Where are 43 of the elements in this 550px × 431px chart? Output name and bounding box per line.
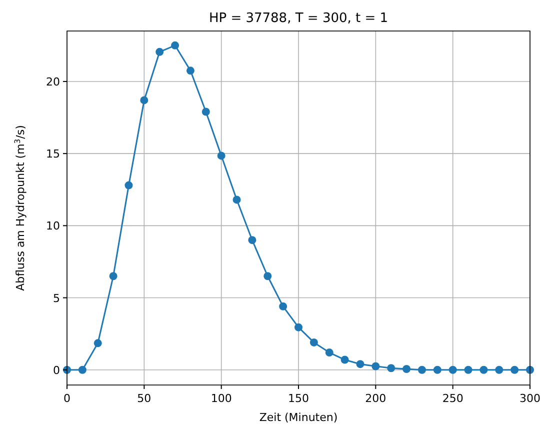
point (402, 364, 411, 373)
point (217, 152, 226, 160)
point (248, 236, 256, 244)
y-tick-label: 15 (46, 148, 60, 161)
point (433, 366, 442, 374)
y-tick-label: 10 (46, 220, 60, 233)
point (94, 339, 102, 348)
point (387, 364, 396, 372)
x-tick-label: 100 (210, 392, 232, 405)
point (124, 181, 133, 190)
point (78, 366, 86, 374)
point (448, 366, 457, 374)
y-tick-label: 20 (46, 75, 60, 88)
x-tick-label: 250 (442, 392, 464, 405)
point (232, 196, 241, 204)
x-tick-label: 200 (365, 392, 386, 405)
point (279, 302, 288, 310)
y-tick-label: 5 (53, 292, 60, 305)
point (186, 66, 194, 75)
point (510, 366, 519, 374)
point (356, 360, 364, 368)
point (418, 366, 426, 374)
point (140, 96, 148, 104)
point (325, 348, 334, 357)
point (340, 356, 349, 364)
point (109, 272, 118, 280)
point (171, 41, 180, 50)
x-tick-label: 300 (520, 392, 540, 405)
x-tick-label: 150 (288, 392, 309, 405)
x-tick-label: 0 (64, 392, 70, 405)
point (310, 338, 318, 346)
point (495, 366, 504, 374)
x-tick-label: 50 (137, 392, 152, 405)
chart-title: HP = 37788, T = 300, t = 1 (208, 11, 388, 26)
point (202, 108, 210, 116)
point (264, 272, 272, 280)
x-axis-title: Zeit (Minuten) (259, 411, 338, 424)
point (480, 366, 488, 374)
point (156, 48, 164, 56)
point (464, 366, 472, 374)
y-tick-label: 0 (53, 364, 60, 377)
point (372, 362, 380, 370)
point (294, 323, 302, 332)
